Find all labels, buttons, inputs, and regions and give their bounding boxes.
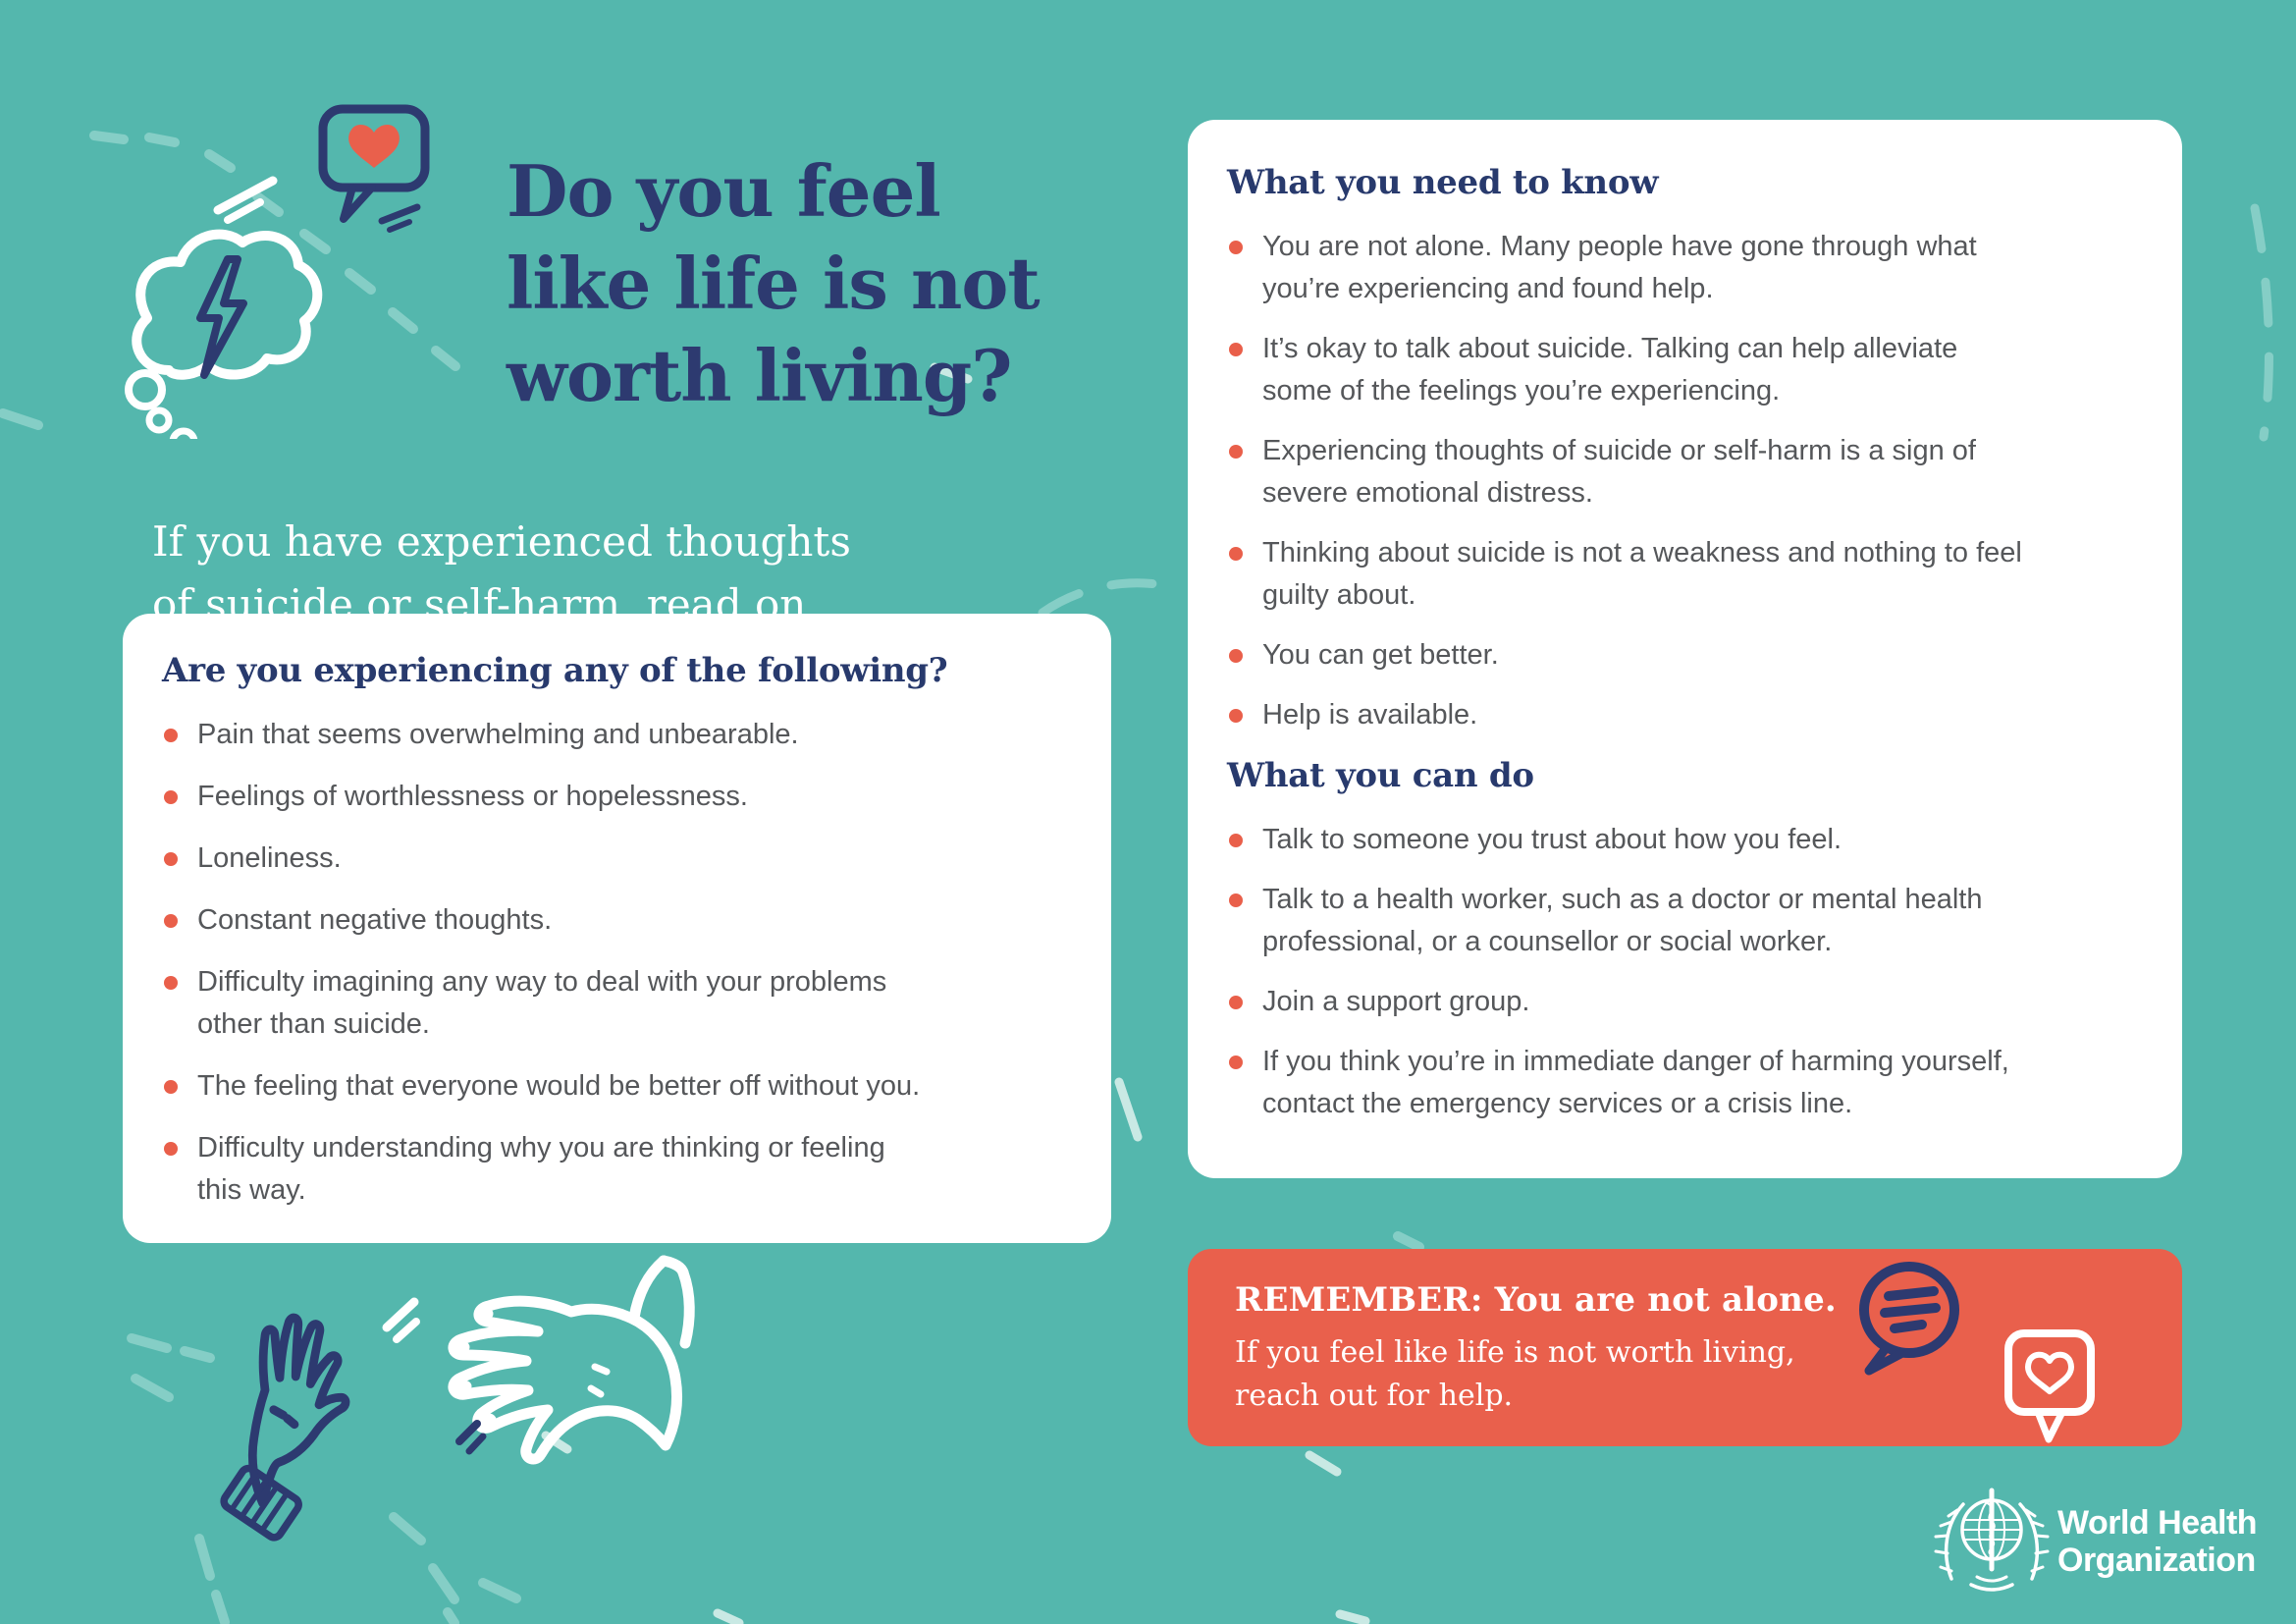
list-item: You can get better.	[1227, 634, 2149, 677]
remember-body: If you feel like life is not worth livin…	[1235, 1335, 1795, 1413]
list-item: Join a support group.	[1227, 981, 2149, 1023]
remember-banner: REMEMBER: You are not alone. If you feel…	[1188, 1249, 2182, 1446]
card-experiencing-heading: Are you experiencing any of the followin…	[162, 651, 948, 690]
card-know-heading: What you need to know	[1227, 163, 1659, 202]
list-item: Difficulty understanding why you are thi…	[162, 1127, 1078, 1212]
poster-title: Do you feel like life is not worth livin…	[507, 149, 1041, 418]
list-item: Experiencing thoughts of suicide or self…	[1227, 430, 2149, 514]
who-footer: World Health Organization	[1930, 1483, 2283, 1610]
can-do-list: Talk to someone you trust about how you …	[1227, 819, 2149, 1125]
list-item: Feelings of worthlessness or hopelessnes…	[162, 776, 1078, 818]
card-info: What you need to know You are not alone.…	[1188, 120, 2182, 1178]
list-item: Constant negative thoughts.	[162, 899, 1078, 942]
list-item: The feeling that everyone would be bette…	[162, 1065, 1078, 1108]
chat-bubble-icon	[1859, 1262, 1959, 1376]
experiencing-list: Pain that seems overwhelming and unbeara…	[162, 714, 1078, 1212]
remember-heading: REMEMBER: You are not alone.	[1235, 1280, 1837, 1320]
list-item: Help is available.	[1227, 694, 2149, 736]
list-item: Loneliness.	[162, 838, 1078, 880]
card-can-do-heading: What you can do	[1227, 756, 1534, 795]
heart-message-icon	[2004, 1329, 2095, 1443]
list-item: Thinking about suicide is not a weakness…	[1227, 532, 2149, 617]
list-item: Talk to a health worker, such as a docto…	[1227, 879, 2149, 963]
reaching-hand-right-icon	[448, 1255, 695, 1465]
list-item: Difficulty imagining any way to deal wit…	[162, 961, 1078, 1046]
reaching-hand-left-icon	[220, 1313, 350, 1542]
list-item: It’s okay to talk about suicide. Talking…	[1227, 328, 2149, 412]
list-item: If you think you’re in immediate danger …	[1227, 1041, 2149, 1125]
card-experiencing: Are you experiencing any of the followin…	[123, 614, 1111, 1243]
who-emblem-icon	[1934, 1488, 2050, 1592]
list-item: Pain that seems overwhelming and unbeara…	[162, 714, 1078, 756]
who-org-name: World Health Organization	[2057, 1504, 2258, 1579]
speech-bubble-heart-icon	[318, 104, 430, 233]
list-item: Talk to someone you trust about how you …	[1227, 819, 2149, 861]
know-list: You are not alone. Many people have gone…	[1227, 226, 2149, 736]
hand-accent-marks	[382, 1297, 487, 1455]
thought-cloud-lightning-icon	[125, 176, 323, 439]
list-item: You are not alone. Many people have gone…	[1227, 226, 2149, 310]
